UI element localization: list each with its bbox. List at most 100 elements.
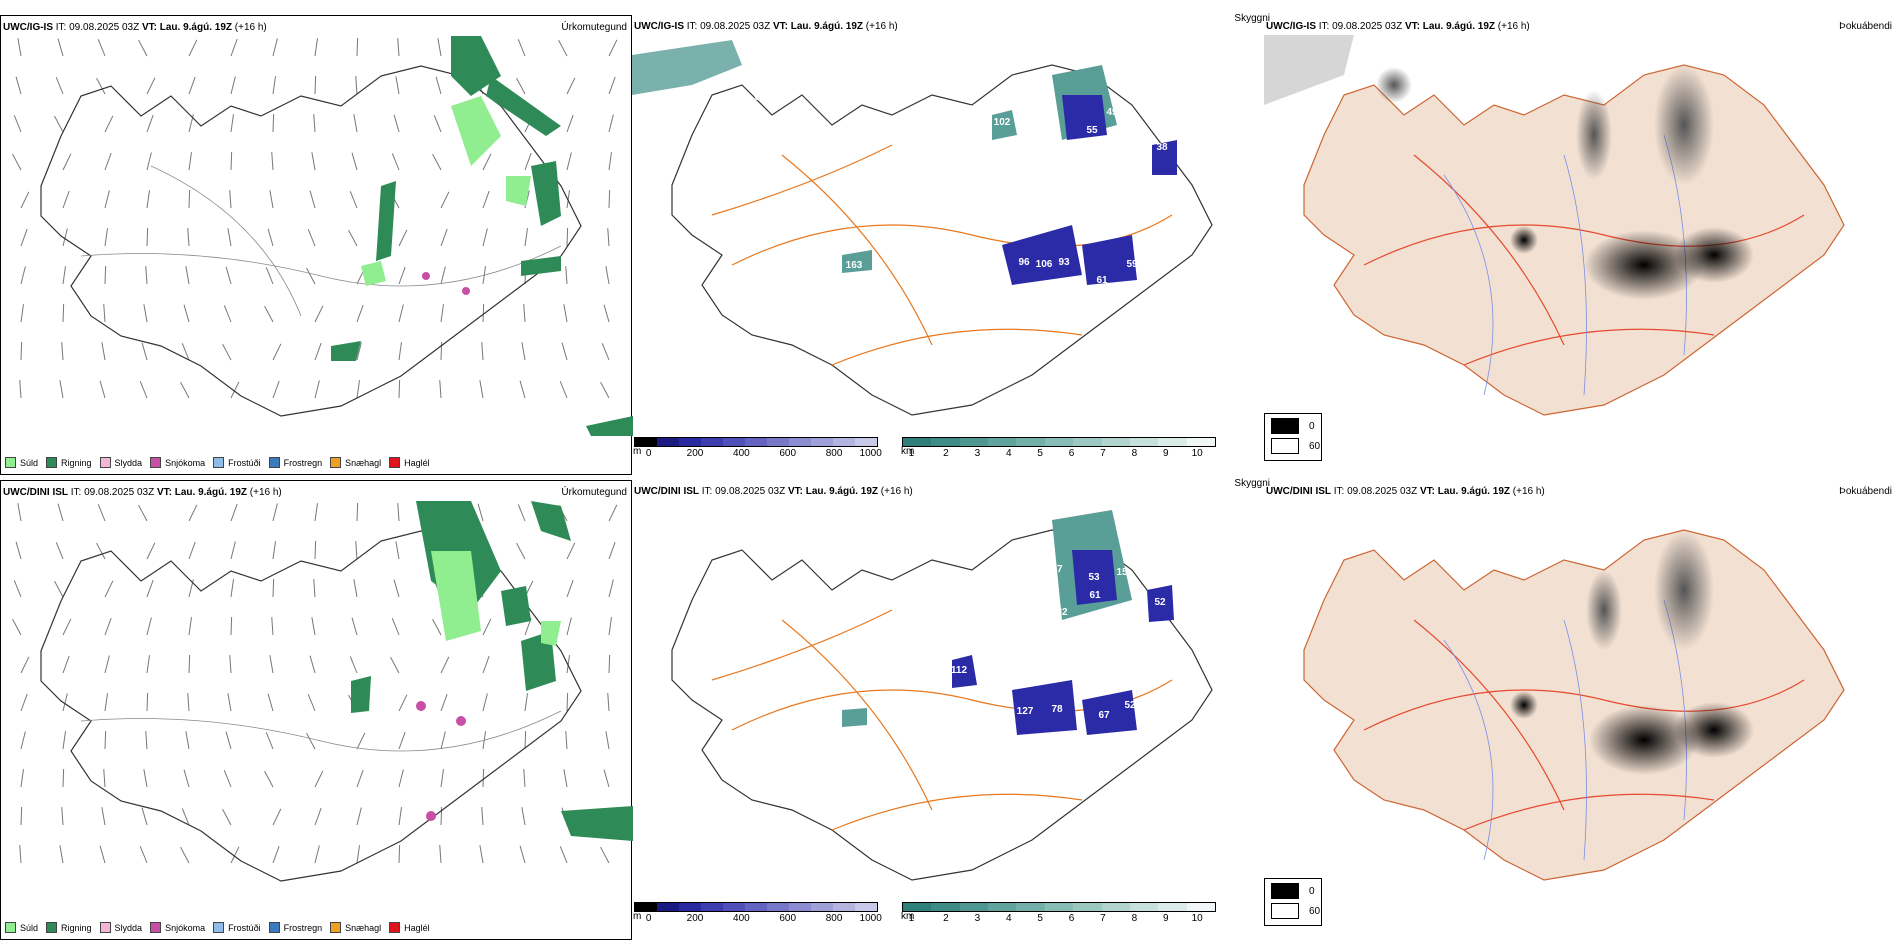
wind-barb xyxy=(566,692,569,712)
wind-barb xyxy=(12,618,22,636)
legend-label: Slydda xyxy=(114,922,143,933)
colorbar-swatch xyxy=(931,903,960,911)
panel-field-title: Úrkomutegund xyxy=(561,487,627,498)
colorbar-swatch xyxy=(767,903,789,911)
legend-swatch xyxy=(150,922,162,933)
wind-barb xyxy=(437,38,442,57)
wind-barb xyxy=(267,228,274,247)
wind-barb xyxy=(20,806,23,826)
elevation-colorbar-swatches xyxy=(634,437,878,447)
legend-item: Snæhagl xyxy=(330,922,381,933)
svg-text:91: 91 xyxy=(1046,652,1058,663)
visibility-colorbar: 1 2 3 4 5 6 7 8 9 10 km xyxy=(901,902,1216,924)
colorbar-swatch xyxy=(701,438,723,446)
wind-barb xyxy=(348,229,358,247)
wind-barb xyxy=(97,39,106,57)
wind-barb xyxy=(481,807,484,826)
wind-barb xyxy=(607,693,610,712)
wind-barb xyxy=(395,76,400,95)
wind-barb xyxy=(183,769,190,788)
wind-barb xyxy=(566,114,574,133)
wind-barb xyxy=(566,655,571,674)
wind-barb xyxy=(608,579,614,598)
wind-barb xyxy=(185,266,190,285)
wind-barb xyxy=(605,731,610,750)
svg-text:106: 106 xyxy=(1036,259,1053,270)
wind-barb xyxy=(143,304,148,323)
wind-barb xyxy=(139,846,148,864)
wind-barb xyxy=(563,769,568,788)
wind-barb xyxy=(398,769,404,788)
wind-barb xyxy=(398,807,403,826)
wind-barb xyxy=(188,654,191,674)
wind-barb xyxy=(398,266,406,285)
wind-barb xyxy=(230,76,236,95)
wind-barb xyxy=(225,731,232,750)
legend-label: Frostúði xyxy=(228,922,261,933)
svg-text:42: 42 xyxy=(1101,630,1113,641)
wind-barb xyxy=(566,579,574,598)
svg-text:15: 15 xyxy=(1116,567,1128,578)
colorbar-tick: 7 xyxy=(1100,448,1106,459)
wind-barb xyxy=(104,190,110,209)
visibility-unit: km xyxy=(901,911,915,922)
wind-barb xyxy=(146,617,152,636)
colorbar-swatch xyxy=(635,438,657,446)
wind-barb xyxy=(314,38,319,57)
wind-barb xyxy=(96,542,106,560)
wind-barb xyxy=(566,227,569,247)
svg-text:87: 87 xyxy=(1051,564,1063,575)
svg-text:105: 105 xyxy=(1044,207,1061,218)
wind-barb xyxy=(519,845,526,864)
wind-barb xyxy=(355,76,358,95)
wind-barb xyxy=(267,693,274,712)
colorbar-tick: 600 xyxy=(779,913,797,924)
wind-barb xyxy=(146,655,151,674)
wind-barb xyxy=(272,808,282,826)
wind-barb xyxy=(519,380,526,399)
legend-label: Frostregn xyxy=(283,922,323,933)
wind-barb xyxy=(603,769,610,788)
wind-barb xyxy=(62,153,72,171)
legend-label: Snæhagl xyxy=(345,457,382,468)
wind-barb xyxy=(17,503,22,522)
legend-swatch xyxy=(330,457,342,468)
wind-barb xyxy=(269,190,274,209)
colorbar-swatch xyxy=(723,438,745,446)
legend-label: Rigning xyxy=(61,457,92,468)
wind-barb xyxy=(62,266,67,285)
wind-barb xyxy=(272,76,277,95)
legend-label: Snjókoma xyxy=(165,922,206,933)
panel-field-title: Þokuábendi xyxy=(1839,21,1892,32)
wind-barb xyxy=(62,768,65,788)
wind-barb xyxy=(559,381,568,399)
colorbar-tick: 9 xyxy=(1162,913,1169,924)
wind-barb xyxy=(398,304,404,323)
colorbar-swatch xyxy=(1158,903,1187,911)
svg-text:49: 49 xyxy=(1106,107,1118,118)
legend-swatch xyxy=(46,457,58,468)
svg-text:69: 69 xyxy=(754,92,766,103)
wind-barb xyxy=(13,580,22,598)
wind-barb xyxy=(349,191,358,209)
wind-barb xyxy=(62,228,68,247)
panel-field-title: Skyggni xyxy=(1234,13,1270,24)
wind-barb xyxy=(230,151,233,171)
wind-barb xyxy=(356,380,361,399)
wind-barb xyxy=(101,807,106,826)
wind-barb xyxy=(15,541,22,560)
colorbar-swatch xyxy=(1186,903,1215,911)
wind-barb xyxy=(222,343,232,361)
svg-text:52: 52 xyxy=(1154,597,1166,608)
wind-barb xyxy=(314,845,320,864)
visibility-colorbar-swatches xyxy=(902,437,1216,447)
wind-barb xyxy=(482,768,485,788)
colorbar-swatch xyxy=(833,903,855,911)
panel-header: UWC/IG-IS IT: 09.08.2025 03Z VT: Lau. 9.… xyxy=(634,21,898,32)
colorbar-tick: 600 xyxy=(779,448,797,459)
colorbar-swatch xyxy=(903,903,932,911)
colorbar-tick: 800 xyxy=(825,913,843,924)
wind-barb xyxy=(309,655,316,674)
wind-barb xyxy=(559,846,568,864)
wind-barb xyxy=(600,846,610,864)
